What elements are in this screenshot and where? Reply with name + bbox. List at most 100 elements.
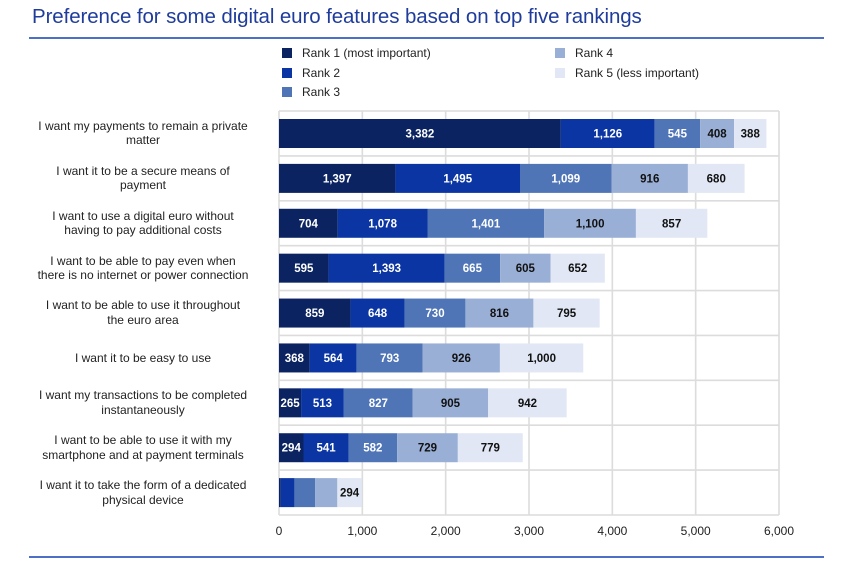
data-label: 1,495 bbox=[443, 173, 472, 185]
data-label: 779 bbox=[481, 443, 500, 455]
chart-title: Preference for some digital euro feature… bbox=[32, 5, 642, 28]
data-label: 648 bbox=[368, 308, 388, 320]
legend-swatch bbox=[282, 68, 292, 78]
bar-segment bbox=[356, 343, 423, 373]
legend-item: Rank 4 bbox=[555, 46, 613, 60]
bar-segment bbox=[500, 253, 551, 283]
bar-segment bbox=[301, 388, 344, 418]
bar-segment bbox=[422, 343, 500, 373]
bar-segment bbox=[279, 163, 396, 193]
legend-label: Rank 2 bbox=[302, 66, 341, 80]
category-label: I want my transactions to be completed in… bbox=[38, 388, 248, 417]
data-label: 294 bbox=[340, 488, 360, 500]
data-label: 408 bbox=[707, 129, 727, 141]
bar-segment bbox=[457, 433, 523, 463]
bar-segment bbox=[280, 478, 295, 508]
legend-label: Rank 3 bbox=[302, 85, 341, 99]
bar-segment bbox=[337, 478, 362, 508]
x-tick-label: 5,000 bbox=[680, 524, 711, 538]
bar-segment bbox=[279, 478, 281, 508]
legend-swatch bbox=[555, 68, 565, 78]
bar-segment bbox=[279, 253, 329, 283]
bar-segment bbox=[328, 253, 445, 283]
legend-item: Rank 1 (most important) bbox=[282, 46, 431, 60]
bar-segment bbox=[397, 433, 458, 463]
bar-segment bbox=[279, 343, 310, 373]
legend-swatch bbox=[282, 87, 292, 97]
category-label: I want it to be easy to use bbox=[74, 350, 212, 365]
bar-segment bbox=[611, 163, 688, 193]
bar-segment bbox=[343, 388, 413, 418]
data-label: 368 bbox=[285, 353, 305, 365]
bar-segment bbox=[499, 343, 584, 373]
bar-segment bbox=[444, 253, 501, 283]
legend-label: Rank 4 bbox=[575, 46, 614, 60]
data-label: 1,100 bbox=[576, 218, 605, 230]
bar-segment bbox=[734, 119, 767, 148]
data-label: 857 bbox=[662, 218, 681, 230]
data-label: 388 bbox=[741, 129, 761, 141]
bar-segment bbox=[279, 298, 351, 328]
data-label: 795 bbox=[557, 308, 577, 320]
data-label: 652 bbox=[568, 263, 587, 275]
bar-segment bbox=[404, 298, 466, 328]
bar-segment bbox=[533, 298, 600, 328]
data-label: 595 bbox=[294, 263, 314, 275]
data-label: 729 bbox=[418, 443, 437, 455]
data-label: 1,099 bbox=[551, 173, 580, 185]
data-label: 605 bbox=[516, 263, 536, 275]
category-label: I want to be able to use it with my smart… bbox=[42, 433, 244, 462]
x-tick-label: 2,000 bbox=[430, 524, 461, 538]
bar-segment bbox=[544, 208, 636, 238]
bar-segment bbox=[279, 388, 302, 418]
x-tick-label: 1,000 bbox=[347, 524, 378, 538]
category-label: I want to be able to pay even when there … bbox=[37, 253, 249, 283]
legend-swatch bbox=[555, 48, 565, 58]
legend-label: Rank 1 (most important) bbox=[302, 46, 431, 60]
data-label: 905 bbox=[441, 398, 461, 410]
bar-segment bbox=[412, 388, 489, 418]
legend-swatch bbox=[282, 48, 292, 58]
category-label: I want it to take the form of a dedicate… bbox=[39, 478, 247, 507]
bar-segment bbox=[427, 208, 545, 238]
bar-segment bbox=[279, 433, 304, 463]
legend-item: Rank 2 bbox=[282, 66, 340, 80]
category-label: I want to use a digital euro without havi… bbox=[52, 208, 234, 238]
x-tick-label: 0 bbox=[275, 524, 283, 538]
category-label: I want to be able to use it throughout th… bbox=[45, 298, 241, 327]
data-label: 859 bbox=[305, 308, 324, 320]
bar-segment bbox=[465, 298, 534, 328]
data-label: 3,382 bbox=[406, 129, 435, 141]
footer-rule bbox=[29, 556, 824, 558]
data-label: 816 bbox=[490, 308, 509, 320]
data-label: 916 bbox=[640, 173, 659, 185]
bar-segment bbox=[309, 343, 357, 373]
bar-segment bbox=[395, 163, 520, 193]
data-label: 1,078 bbox=[368, 218, 397, 230]
bar-segment bbox=[279, 119, 561, 148]
data-label: 564 bbox=[324, 353, 344, 365]
legend-item: Rank 5 (less important) bbox=[555, 66, 699, 80]
x-tick-label: 3,000 bbox=[513, 524, 545, 538]
header-rule bbox=[29, 37, 824, 39]
bar-segment bbox=[294, 478, 316, 508]
data-label: 265 bbox=[280, 398, 300, 410]
bar-segment bbox=[279, 208, 338, 238]
data-label: 1,126 bbox=[593, 129, 622, 141]
legend-item: Rank 3 bbox=[282, 85, 340, 99]
data-label: 582 bbox=[363, 443, 382, 455]
data-label: 730 bbox=[425, 308, 444, 320]
data-label: 1,401 bbox=[471, 218, 500, 230]
legend-label: Rank 5 (less important) bbox=[575, 66, 700, 80]
bar-segment bbox=[700, 119, 735, 148]
bar-segment bbox=[520, 163, 612, 193]
data-label: 294 bbox=[282, 443, 302, 455]
x-tick-label: 6,000 bbox=[763, 524, 795, 538]
data-label: 926 bbox=[452, 353, 471, 365]
category-label: I want my payments to remain a private ma… bbox=[38, 118, 248, 148]
data-label: 541 bbox=[316, 443, 336, 455]
data-label: 1,000 bbox=[527, 353, 556, 365]
x-tick-label: 4,000 bbox=[597, 524, 628, 538]
bar-segment bbox=[315, 478, 338, 508]
